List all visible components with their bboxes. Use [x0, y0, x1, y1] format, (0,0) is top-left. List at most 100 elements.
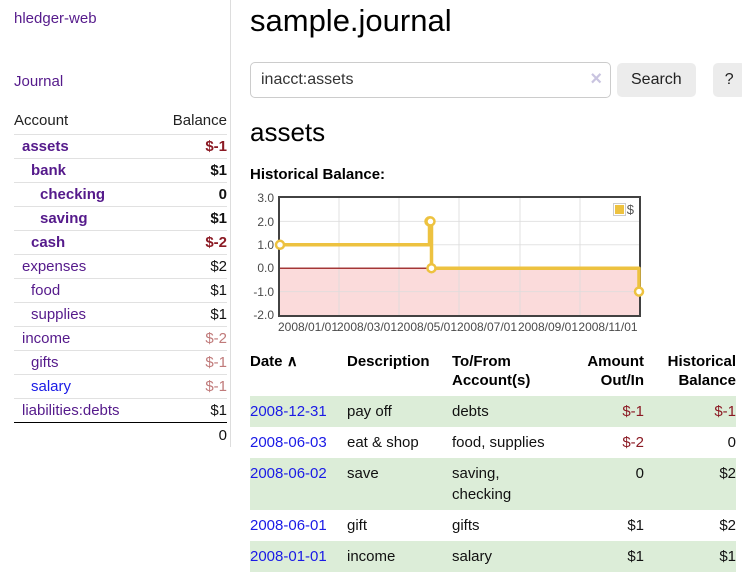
- legend-swatch-icon: [612, 203, 626, 217]
- transaction-date-link[interactable]: 2008-06-01: [250, 517, 327, 535]
- transaction-date-link[interactable]: 2008-12-31: [250, 403, 327, 421]
- account-link[interactable]: expenses: [22, 258, 87, 275]
- account-balance: $-1: [154, 374, 227, 399]
- account-row: gifts $-1: [14, 350, 227, 375]
- transaction-balance: $2: [644, 458, 736, 511]
- account-balance: $1: [154, 398, 227, 423]
- account-balance: $1: [154, 158, 227, 183]
- account-balance: $-2: [154, 326, 227, 351]
- account-link[interactable]: salary: [31, 378, 72, 395]
- account-balance: $-2: [154, 230, 227, 255]
- y-axis-label: -1.0: [253, 284, 274, 299]
- x-axis-label: 2008/07/01: [456, 320, 518, 335]
- transaction-balance: $1: [644, 541, 736, 573]
- account-balance: $2: [154, 254, 227, 279]
- account-link[interactable]: saving: [40, 210, 88, 227]
- transaction-description: gift: [347, 517, 368, 535]
- transaction-accounts: food, supplies: [452, 434, 545, 452]
- register-header-date[interactable]: Date ∧: [250, 353, 298, 371]
- main-content: sample.journal × Search ? assets Histori…: [231, 0, 742, 573]
- x-axis-label: 2008/01/01: [277, 320, 339, 335]
- account-row: expenses $2: [14, 254, 227, 279]
- account-balance: $1: [154, 206, 227, 231]
- app-brand-link[interactable]: hledger-web: [14, 10, 97, 27]
- search-bar: × Search ?: [250, 62, 742, 99]
- account-link[interactable]: assets: [22, 138, 69, 155]
- sidebar: hledger-web Journal Account Balance asse…: [0, 0, 231, 447]
- transaction-accounts: salary: [452, 541, 558, 573]
- account-balance: $-1: [154, 350, 227, 375]
- transaction-description: income: [347, 541, 452, 573]
- transaction-amount: $-1: [558, 396, 644, 428]
- data-point-marker: [425, 216, 436, 227]
- data-point-marker: [633, 286, 645, 298]
- register-row: 2008-06-02 save saving, checking 0 $2: [250, 458, 736, 511]
- chart-legend: $: [612, 202, 634, 218]
- register-header-row: Date ∧ Description To/From Account(s) Amo…: [250, 350, 736, 396]
- data-point-marker: [274, 239, 286, 251]
- chart-x-axis-labels: 2008/01/01 2008/03/01 2008/05/01 2008/07/01…: [278, 317, 641, 335]
- transaction-description: pay off: [347, 396, 452, 428]
- transaction-balance: 0: [727, 434, 736, 452]
- accounts-header-row: Account Balance: [14, 108, 227, 135]
- register-row: 2008-12-31 pay off debts $-1 $-1: [250, 396, 736, 428]
- account-row: assets $-1: [14, 134, 227, 159]
- register-header-accounts: To/From Account(s): [452, 353, 531, 390]
- account-link[interactable]: food: [31, 282, 61, 299]
- transaction-date-link[interactable]: 2008-06-02: [250, 465, 327, 483]
- register-header-amount: Amount Out/In: [587, 353, 644, 390]
- search-input[interactable]: [250, 62, 611, 99]
- accounts-header-account: Account: [14, 108, 155, 135]
- x-axis-label: 2008/05/01: [396, 320, 458, 335]
- account-row: salary $-1: [14, 374, 227, 399]
- register-header-balance: Historical Balance: [667, 353, 736, 390]
- account-row: bank $1: [14, 158, 227, 183]
- account-row: supplies $1: [14, 302, 227, 327]
- accounts-total-balance: 0: [218, 427, 227, 444]
- register-row: 2008-06-03 eat & shop food, supplies $-2 0: [250, 427, 736, 458]
- sidebar-item-journal[interactable]: Journal: [14, 73, 64, 90]
- account-row: cash $-2: [14, 230, 227, 255]
- account-link[interactable]: bank: [31, 162, 67, 179]
- chart-title: Historical Balance:: [250, 166, 386, 184]
- account-link[interactable]: cash: [31, 234, 66, 251]
- account-balance: $-1: [154, 134, 227, 159]
- transaction-amount: $-2: [622, 434, 644, 452]
- account-heading: assets: [250, 117, 326, 148]
- data-point-marker: [426, 263, 437, 274]
- account-link[interactable]: liabilities:debts: [22, 402, 120, 419]
- account-link[interactable]: checking: [40, 186, 106, 203]
- transaction-date-link[interactable]: 2008-06-03: [250, 434, 327, 452]
- register-row: 2008-01-01 income salary $1 $1: [250, 541, 736, 573]
- legend-label: $: [626, 202, 634, 218]
- y-axis-label: -2.0: [253, 308, 274, 323]
- search-button[interactable]: Search: [617, 63, 696, 98]
- accounts-total-row: 0: [14, 423, 227, 448]
- register-header-description: Description: [347, 353, 430, 371]
- accounts-header-balance: Balance: [154, 108, 227, 135]
- y-axis-label: 0.0: [257, 261, 274, 276]
- transaction-balance: $-1: [644, 396, 736, 428]
- transaction-balance: $2: [719, 517, 736, 535]
- account-row: income $-2: [14, 326, 227, 351]
- y-axis-label: 3.0: [257, 191, 274, 206]
- account-balance: $1: [154, 302, 227, 327]
- chart-plot-area: $: [274, 196, 645, 318]
- account-link[interactable]: income: [22, 330, 71, 347]
- transaction-description: eat & shop: [347, 434, 419, 452]
- x-axis-label: 2008/09/01: [517, 320, 579, 335]
- account-balance: 0: [154, 182, 227, 207]
- x-axis-label: 2008/03/01: [336, 320, 398, 335]
- register-row: 2008-06-01 gift gifts $1 $2: [250, 510, 736, 541]
- balance-chart: $ 2008/01/01 2008/03/01 2008/05/01 2008/07/…: [250, 191, 645, 335]
- help-button[interactable]: ?: [712, 63, 742, 98]
- account-balance: $1: [154, 278, 227, 303]
- transaction-date-link[interactable]: 2008-01-01: [250, 548, 327, 566]
- y-axis-label: 1.0: [257, 237, 274, 252]
- sort-asc-icon: ∧: [286, 353, 298, 371]
- clear-search-icon[interactable]: ×: [590, 68, 602, 91]
- account-row: food $1: [14, 278, 227, 303]
- account-link[interactable]: supplies: [31, 306, 87, 323]
- account-link[interactable]: gifts: [31, 354, 59, 371]
